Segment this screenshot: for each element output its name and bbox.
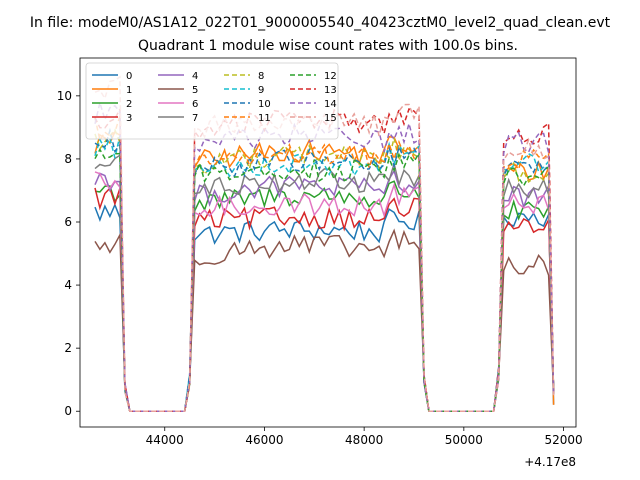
y-tick-label: 6	[64, 215, 72, 229]
legend-label-15: 15	[324, 113, 337, 124]
x-tick-label: 50000	[445, 433, 483, 447]
y-tick-label: 0	[64, 404, 72, 418]
legend-label-0: 0	[126, 71, 132, 82]
legend-label-2: 2	[126, 99, 132, 110]
y-tick-label: 10	[57, 89, 72, 103]
axes-frame	[79, 57, 577, 428]
x-tick-label: 52000	[544, 433, 582, 447]
x-tick-label: 44000	[146, 433, 184, 447]
legend-label-5: 5	[192, 85, 198, 96]
y-tick-label: 2	[64, 341, 72, 355]
legend-box	[85, 62, 339, 140]
legend-label-14: 14	[324, 99, 337, 110]
x-axis: 44000 46000 48000 50000 52000	[146, 427, 583, 447]
x-tick-label: 48000	[345, 433, 383, 447]
legend-label-9: 9	[258, 85, 264, 96]
legend-label-4: 4	[192, 71, 198, 82]
x-offset-text: +4.17e8	[524, 455, 576, 469]
legend-label-6: 6	[192, 99, 198, 110]
series-line-11	[94, 115, 555, 412]
legend-label-13: 13	[324, 85, 337, 96]
legend-label-3: 3	[126, 113, 132, 124]
y-axis: 0 2 4 6 8 10	[57, 89, 80, 418]
legend-label-7: 7	[192, 113, 198, 124]
series-layer	[94, 75, 555, 412]
y-tick-label: 4	[64, 278, 72, 292]
legend-label-11: 11	[258, 113, 271, 124]
legend-label-8: 8	[258, 71, 264, 82]
legend-label-10: 10	[258, 99, 271, 110]
y-tick-label: 8	[64, 152, 72, 166]
legend-label-12: 12	[324, 71, 337, 82]
chart-title: Quadrant 1 module wise count rates with …	[138, 38, 518, 54]
legend-label-1: 1	[126, 85, 132, 96]
figure-suptitle: In file: modeM0/AS1A12_022T01_9000005540…	[30, 15, 611, 31]
x-tick-label: 46000	[245, 433, 283, 447]
